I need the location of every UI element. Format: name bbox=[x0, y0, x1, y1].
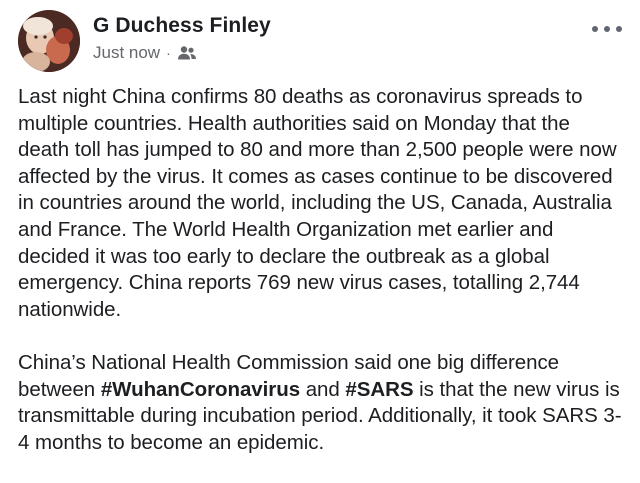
author-name[interactable]: G Duchess Finley bbox=[93, 14, 271, 37]
hashtag-sars[interactable]: #SARS bbox=[345, 377, 414, 401]
post-meta: Just now · bbox=[93, 43, 197, 63]
more-dot bbox=[604, 26, 610, 32]
avatar-image bbox=[18, 10, 80, 72]
more-dot bbox=[616, 26, 622, 32]
friends-icon[interactable] bbox=[177, 45, 197, 61]
hashtag-wuhan-coronavirus[interactable]: #WuhanCoronavirus bbox=[100, 377, 301, 401]
post-paragraph-2: China’s National Health Commission said … bbox=[18, 350, 626, 456]
post-body: Last night China confirms 80 deaths as c… bbox=[18, 84, 626, 456]
timestamp[interactable]: Just now bbox=[93, 43, 161, 62]
paragraph-2-text-b: and bbox=[300, 377, 346, 401]
paragraph-2-text-a: China’s National Health Commission said … bbox=[18, 350, 560, 401]
more-options-icon[interactable] bbox=[592, 22, 622, 36]
avatar[interactable] bbox=[18, 10, 80, 72]
meta-separator: · bbox=[166, 45, 171, 61]
paragraph-2-text-c: is that the new virus is transmittable d… bbox=[18, 377, 622, 454]
post-paragraph-1: Last night China confirms 80 deaths as c… bbox=[18, 85, 617, 321]
more-dot bbox=[592, 26, 598, 32]
